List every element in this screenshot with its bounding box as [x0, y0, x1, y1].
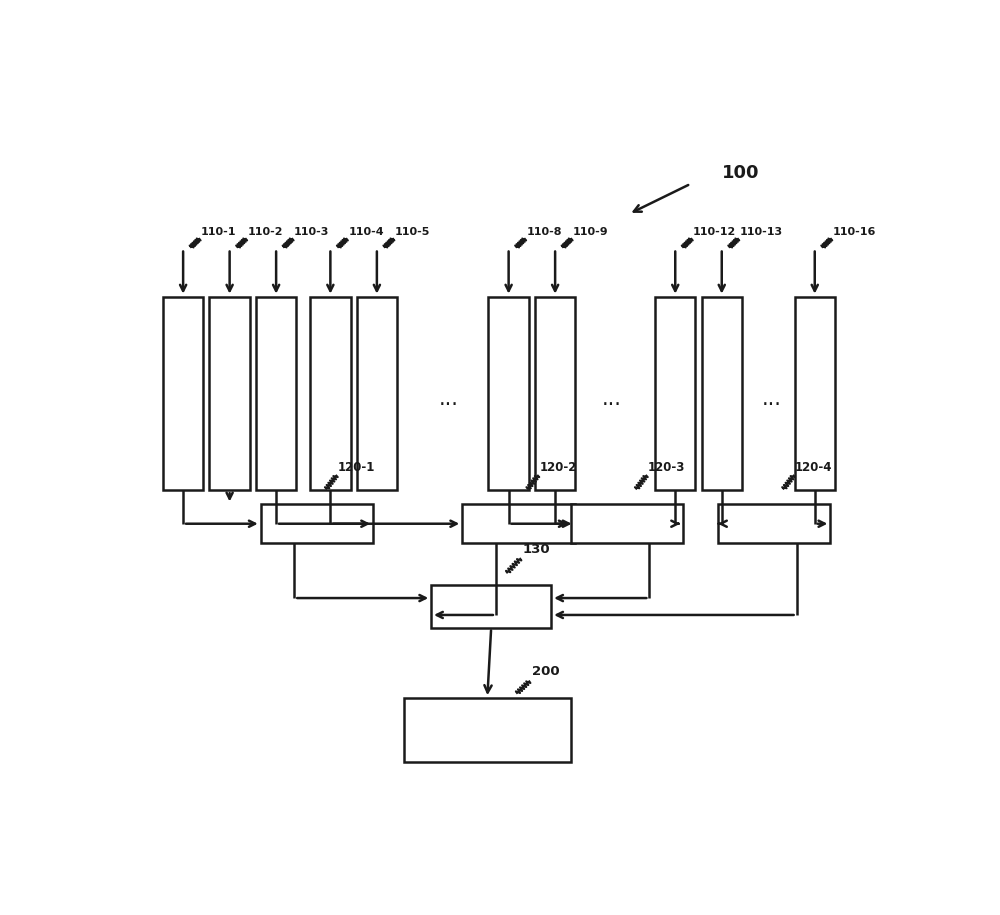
Text: 120-3: 120-3 [648, 461, 685, 474]
Text: 110-16: 110-16 [833, 227, 876, 237]
Text: 110-2: 110-2 [247, 227, 283, 237]
Bar [571, 504, 683, 544]
Text: 120-4: 120-4 [795, 461, 833, 474]
Text: 110-9: 110-9 [573, 227, 609, 237]
Bar [718, 504, 830, 544]
Bar [310, 296, 351, 490]
Text: ...: ... [762, 389, 782, 409]
Text: ...: ... [602, 389, 622, 409]
Bar [256, 296, 296, 490]
Text: 110-1: 110-1 [201, 227, 236, 237]
Bar [535, 296, 575, 490]
Text: 110-3: 110-3 [294, 227, 329, 237]
Bar [357, 296, 397, 490]
Text: 110-13: 110-13 [740, 227, 783, 237]
Bar [488, 296, 529, 490]
Text: 130: 130 [523, 543, 550, 555]
Text: 100: 100 [722, 164, 759, 182]
Text: 120-2: 120-2 [539, 461, 577, 474]
Bar [404, 698, 571, 761]
Text: 120-1: 120-1 [338, 461, 375, 474]
Bar [702, 296, 742, 490]
Text: 110-4: 110-4 [348, 227, 384, 237]
Bar [261, 504, 373, 544]
Bar [209, 296, 250, 490]
Bar [795, 296, 835, 490]
Text: ...: ... [439, 389, 459, 409]
Bar [462, 504, 574, 544]
Bar [163, 296, 203, 490]
Bar [655, 296, 695, 490]
Text: 110-5: 110-5 [395, 227, 430, 237]
Text: 200: 200 [532, 665, 559, 678]
Text: 110-8: 110-8 [526, 227, 562, 237]
Bar [431, 586, 551, 628]
Text: 110-12: 110-12 [693, 227, 736, 237]
